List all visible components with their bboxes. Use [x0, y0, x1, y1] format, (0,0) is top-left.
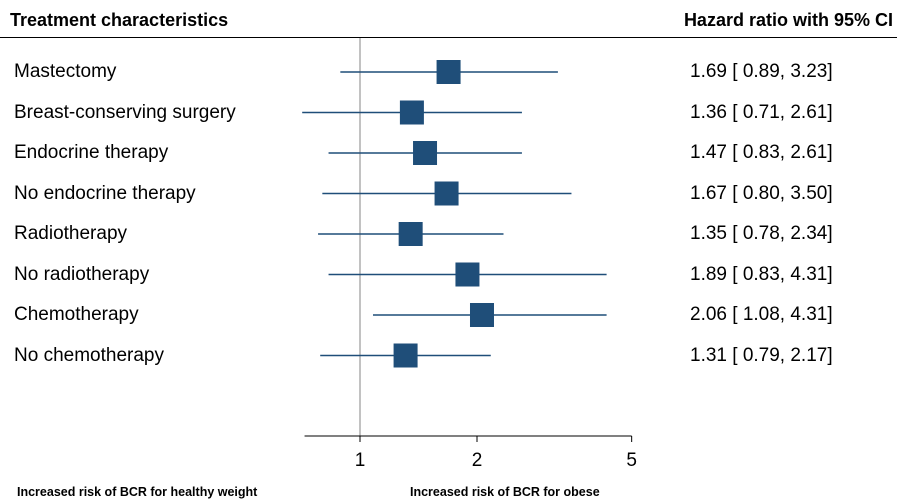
row-label: Chemotherapy: [14, 304, 139, 325]
hazard-ratio-marker: [393, 343, 418, 368]
row-hazard-ratio-ci: 1.69 [ 0.89, 3.23]: [690, 61, 833, 82]
row-hazard-ratio-ci: 1.36 [ 0.71, 2.61]: [690, 101, 833, 123]
x-tick-label: 2: [472, 450, 483, 471]
row-label: Mastectomy: [14, 61, 117, 82]
row-hazard-ratio-ci: 1.35 [ 0.78, 2.34]: [690, 223, 833, 244]
row-hazard-ratio-ci: 1.89 [ 0.83, 4.31]: [690, 263, 833, 285]
hazard-ratio-marker: [455, 262, 480, 287]
x-tick-label: 1: [355, 450, 366, 471]
row-hazard-ratio-ci: 1.47 [ 0.83, 2.61]: [690, 142, 833, 163]
row-hazard-ratio-ci: 2.06 [ 1.08, 4.31]: [690, 304, 833, 325]
hazard-ratio-marker: [436, 60, 461, 84]
x-tick-label: 5: [626, 450, 637, 471]
hazard-ratio-marker: [398, 222, 423, 246]
header-hazard-ratio: Hazard ratio with 95% CI: [683, 10, 893, 30]
row-label: No endocrine therapy: [14, 182, 196, 204]
hazard-ratio-marker: [469, 303, 494, 327]
row-label: No radiotherapy: [14, 263, 150, 285]
footer-healthy-weight-label: Increased risk of BCR for healthy weight: [17, 485, 258, 499]
header-treatment-characteristics: Treatment characteristics: [10, 10, 229, 30]
row-label: Breast-conserving surgery: [14, 101, 236, 123]
hazard-ratio-marker: [434, 181, 459, 206]
footer-obese-label: Increased risk of BCR for obese: [410, 485, 600, 499]
row-hazard-ratio-ci: 1.67 [ 0.80, 3.50]: [690, 182, 833, 204]
hazard-ratio-marker: [413, 141, 438, 165]
row-label: No chemotherapy: [14, 344, 164, 366]
row-label: Endocrine therapy: [14, 142, 169, 163]
row-label: Radiotherapy: [14, 223, 128, 244]
row-hazard-ratio-ci: 1.31 [ 0.79, 2.17]: [690, 344, 833, 366]
header-rule: [0, 37, 897, 38]
hazard-ratio-marker: [399, 100, 424, 125]
